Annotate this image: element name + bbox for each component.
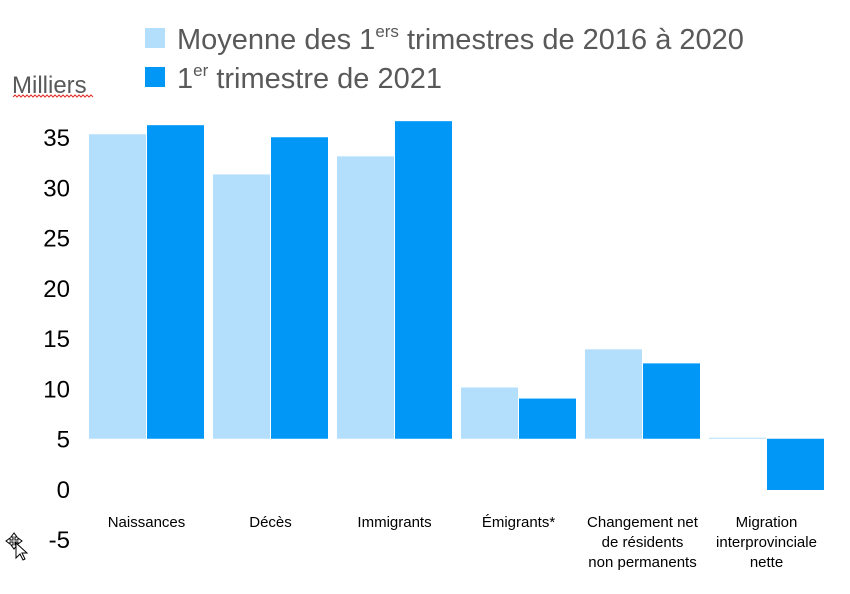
category-label: Décès bbox=[249, 514, 292, 531]
bar bbox=[643, 363, 700, 439]
x-axis-categories: Naissances Décès Immigrants Émigrants* Chang… bbox=[108, 514, 817, 571]
bars bbox=[89, 121, 824, 491]
move-cursor-icon bbox=[5, 532, 29, 561]
bar bbox=[519, 398, 576, 439]
legend-entry: 1er trimestre de 2021 bbox=[177, 61, 442, 95]
spellcheck-underline bbox=[12, 94, 94, 98]
legend-swatch bbox=[145, 67, 165, 87]
y-tick-label: 35 bbox=[43, 125, 70, 152]
y-tick-label: -5 bbox=[49, 527, 70, 554]
bar bbox=[461, 387, 518, 439]
legend-entry: Moyenne des 1ers trimestres de 2016 à 20… bbox=[177, 22, 744, 56]
bar bbox=[337, 156, 394, 439]
category-label: Naissances bbox=[108, 514, 186, 531]
y-tick-label: 10 bbox=[43, 376, 70, 403]
y-tick-label: 25 bbox=[43, 226, 70, 253]
bar bbox=[147, 125, 204, 439]
category-label: Migration interprovinciale nette bbox=[716, 514, 817, 571]
bar bbox=[709, 437, 766, 439]
y-tick-label: 30 bbox=[43, 175, 70, 202]
y-tick-label: 20 bbox=[43, 276, 70, 303]
legend: Moyenne des 1ers trimestres de 2016 à 20… bbox=[145, 22, 744, 95]
bar bbox=[213, 174, 270, 439]
y-tick-label: 0 bbox=[57, 477, 70, 504]
bar bbox=[767, 438, 824, 491]
category-label: Immigrants bbox=[357, 514, 431, 531]
bar bbox=[395, 121, 452, 439]
category-label: Émigrants* bbox=[482, 514, 556, 531]
legend-swatch bbox=[145, 28, 165, 48]
y-axis-ticks: 35 30 25 20 15 10 5 0 -5 bbox=[43, 125, 70, 554]
bar bbox=[89, 134, 146, 439]
y-tick-label: 5 bbox=[57, 427, 70, 454]
y-axis-label: Milliers bbox=[12, 72, 87, 99]
y-tick-label: 15 bbox=[43, 326, 70, 353]
category-label: Changement net de résidents non permanents bbox=[587, 514, 699, 571]
bar bbox=[585, 349, 642, 439]
bar bbox=[271, 137, 328, 439]
